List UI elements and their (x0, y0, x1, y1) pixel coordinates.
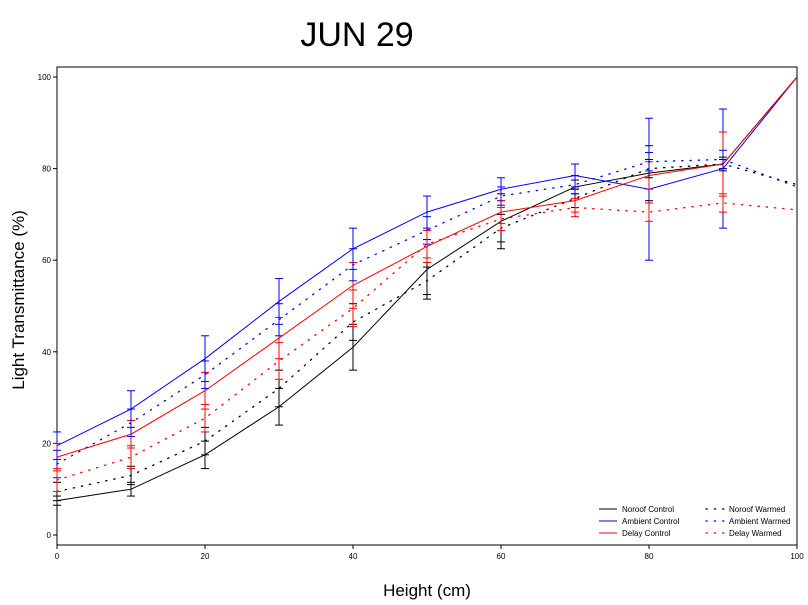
y-tick-label: 40 (42, 348, 51, 357)
legend: Noroof Control Ambient Control Delay Contr… (599, 505, 791, 538)
legend-label-0: Noroof Control (622, 505, 674, 514)
x-tick-label: 0 (55, 552, 60, 561)
y-axis-label: Light Transmittance (%) (9, 210, 28, 390)
legend-label-4: Ambient Warmed (729, 517, 791, 526)
y-tick-label: 80 (42, 165, 51, 174)
y-tick-label: 60 (42, 256, 51, 265)
chart-title: JUN 29 (300, 16, 413, 54)
series-line-5 (56, 202, 798, 481)
x-axis-label: Height (cm) (383, 581, 471, 600)
x-tick-label: 60 (497, 552, 506, 561)
legend-label-2: Delay Control (622, 529, 671, 538)
series-line-4 (56, 158, 798, 465)
x-tick-label: 40 (349, 552, 358, 561)
legend-label-5: Delay Warmed (729, 529, 782, 538)
y-tick-label: 100 (38, 73, 52, 82)
x-tick-label: 100 (790, 552, 804, 561)
legend-label-1: Ambient Control (622, 517, 680, 526)
y-tick-label: 0 (47, 531, 52, 540)
x-tick-label: 80 (645, 552, 654, 561)
y-tick-label: 20 (42, 439, 51, 448)
plot-frame (56, 66, 798, 546)
legend-label-3: Noroof Warmed (729, 505, 785, 514)
plot-area: 0 20 40 60 80 100 0 20 40 60 80 100 (38, 66, 804, 561)
x-tick-label: 20 (201, 552, 210, 561)
